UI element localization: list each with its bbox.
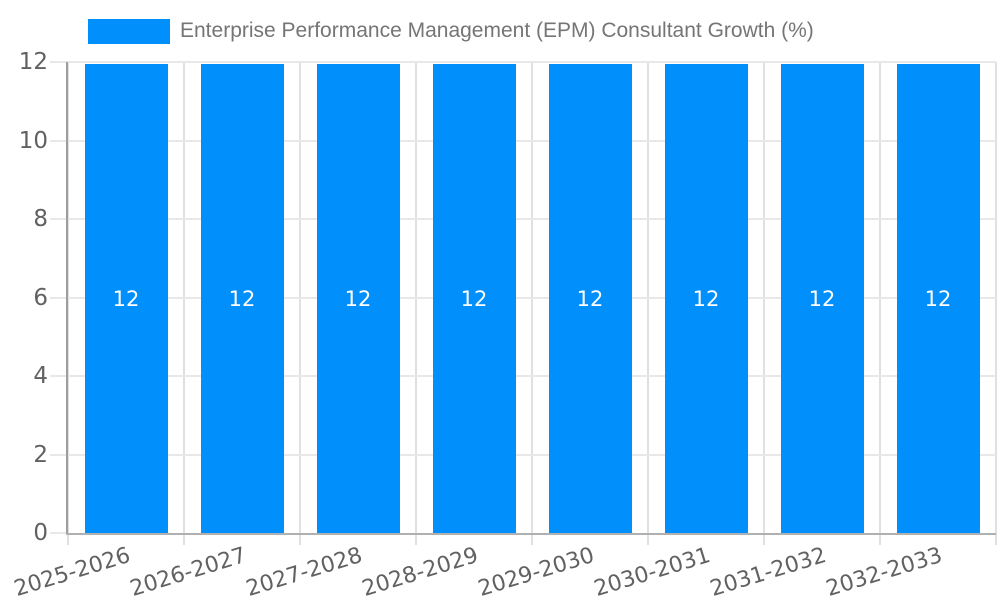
- bar[interactable]: 12: [548, 64, 632, 533]
- bar[interactable]: 12: [432, 64, 516, 533]
- bar[interactable]: 12: [84, 64, 168, 533]
- bar[interactable]: 12: [200, 64, 284, 533]
- y-tick-label: 8: [33, 206, 48, 232]
- v-gridline: [995, 62, 997, 545]
- v-gridline: [763, 62, 765, 545]
- h-gridline: [50, 218, 996, 220]
- legend-item[interactable]: Enterprise Performance Management (EPM) …: [88, 17, 814, 45]
- h-gridline: [50, 296, 996, 299]
- y-tick-label: 4: [33, 363, 48, 389]
- v-gridline: [67, 62, 69, 545]
- bar[interactable]: 12: [780, 64, 864, 533]
- bar[interactable]: 12: [896, 64, 980, 533]
- y-tick-label: 2: [33, 441, 48, 468]
- h-gridline: [50, 61, 996, 63]
- bar-value-label: 12: [112, 286, 140, 311]
- v-gridline: [647, 62, 649, 545]
- x-axis-line: [66, 533, 996, 535]
- bar-value-label: 12: [228, 286, 256, 311]
- legend-swatch: [88, 18, 170, 44]
- y-tick-label: 6: [33, 284, 48, 311]
- h-gridline: [50, 375, 996, 377]
- y-tick-mark: [50, 532, 66, 534]
- bar-value-label: 12: [344, 286, 372, 311]
- bar[interactable]: 12: [316, 64, 400, 533]
- v-gridline: [879, 62, 881, 545]
- v-gridline: [299, 62, 301, 545]
- v-gridline: [531, 62, 533, 545]
- y-axis-line: [66, 62, 68, 533]
- y-tick-label: 12: [18, 49, 48, 75]
- legend: Enterprise Performance Management (EPM) …: [88, 17, 814, 45]
- bar-value-label: 12: [460, 286, 488, 311]
- bar[interactable]: 12: [664, 64, 748, 533]
- v-gridline: [415, 62, 417, 545]
- v-gridline: [183, 62, 185, 545]
- bar-value-label: 12: [576, 286, 604, 311]
- y-tick-label: 10: [18, 127, 48, 154]
- bar-value-label: 12: [692, 286, 720, 311]
- legend-label: Enterprise Performance Management (EPM) …: [180, 19, 814, 42]
- bar-value-label: 12: [924, 286, 952, 311]
- h-gridline: [50, 139, 996, 142]
- bar-value-label: 12: [808, 286, 836, 311]
- y-tick-label: 0: [33, 520, 48, 546]
- h-gridline: [50, 453, 996, 456]
